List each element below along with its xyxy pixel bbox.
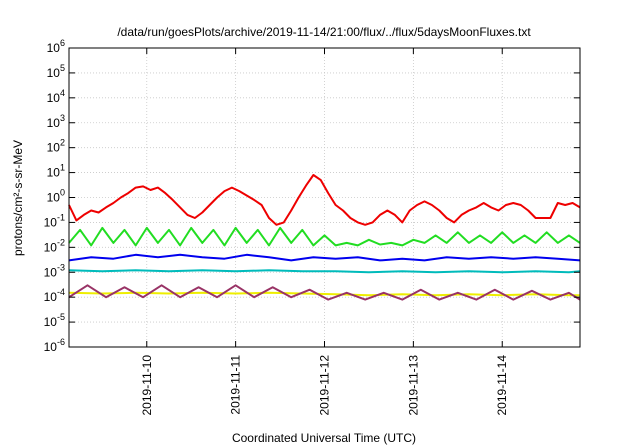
- y-tick-label: 100: [47, 188, 65, 205]
- y-tick-label: 103: [47, 113, 65, 130]
- x-axis: 2019-11-10 2019-11-11 2019-11-12 2019-11-13…: [140, 48, 509, 416]
- grid-lines: [69, 48, 580, 347]
- series-line-3: [68, 253, 581, 262]
- series-line-4: [68, 269, 581, 274]
- y-tick-label: 104: [47, 88, 65, 105]
- x-tick-label: 2019-11-13: [406, 355, 420, 416]
- y-axis: 10-6 10-5 10-4 10-3 10-2 10-1 100 101 102 103 104 1…: [44, 38, 580, 354]
- series-line-6: [68, 284, 581, 301]
- y-tick-label: 10-1: [44, 212, 65, 229]
- y-tick-label: 10-6: [44, 337, 65, 354]
- series-layer: [68, 174, 581, 301]
- y-tick-label: 102: [47, 138, 65, 155]
- x-tick-label: 2019-11-12: [318, 355, 332, 416]
- x-tick-label: 2019-11-14: [495, 355, 509, 416]
- y-tick-label: 106: [47, 38, 65, 55]
- y-tick-label: 105: [47, 63, 65, 80]
- series-line-2: [68, 226, 581, 247]
- x-tick-label: 2019-11-11: [229, 355, 243, 415]
- y-axis-label: protons/cm²-s-sr-MeV: [11, 140, 25, 256]
- series-line-1: [68, 174, 581, 226]
- y-tick-label: 10-2: [44, 237, 65, 254]
- x-axis-label: Coordinated Universal Time (UTC): [232, 431, 416, 445]
- x-tick-label: 2019-11-10: [140, 355, 154, 416]
- y-tick-label: 10-5: [44, 312, 65, 329]
- y-tick-label: 10-4: [44, 287, 65, 304]
- y-tick-label: 10-3: [44, 262, 65, 279]
- series-line-5: [68, 291, 580, 297]
- chart-title: /data/run/goesPlots/archive/2019-11-14/2…: [117, 25, 531, 39]
- y-tick-label: 101: [47, 163, 65, 180]
